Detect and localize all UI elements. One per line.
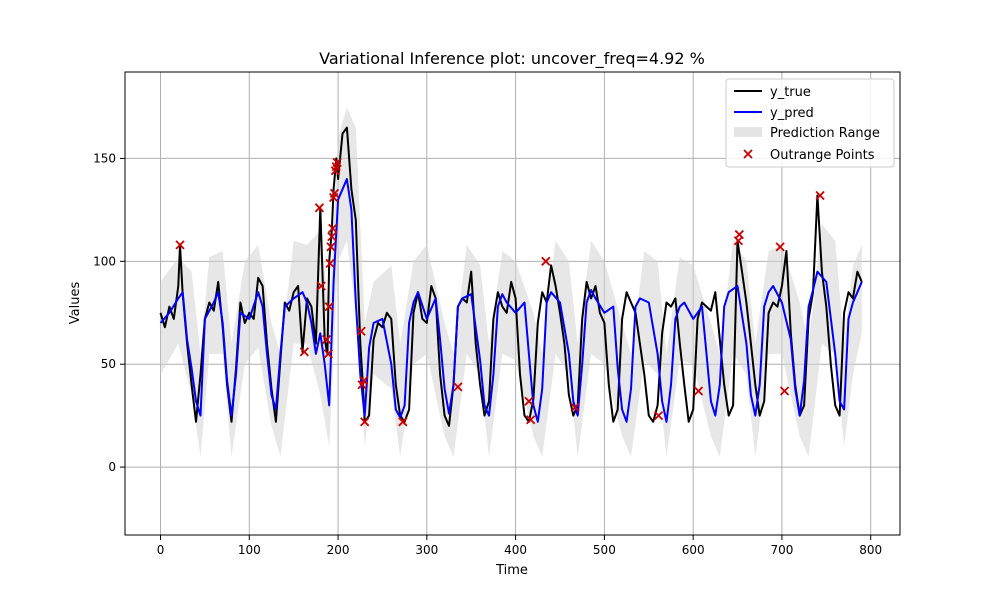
chart-title: Variational Inference plot: uncover_freq…	[319, 49, 705, 69]
y-axis-label: Values	[68, 282, 83, 325]
outrange-point	[326, 242, 336, 252]
outrange-point	[693, 386, 704, 396]
legend-label-outrange: Outrange Points	[770, 148, 875, 163]
x-tick-label: 200	[327, 543, 350, 557]
outrange-point	[323, 349, 333, 359]
y-tick-label: 100	[93, 254, 116, 268]
outrange-point	[175, 240, 185, 250]
outrange-point	[524, 396, 534, 406]
outrange-point	[360, 417, 370, 427]
outrange-point	[327, 231, 337, 242]
outrange-point	[775, 242, 785, 252]
x-tick-label: 800	[859, 543, 882, 557]
outrange-point	[398, 417, 408, 427]
x-tick-label: 400	[504, 543, 527, 557]
x-tick-label: 0	[157, 543, 165, 557]
outrange-points	[175, 157, 825, 427]
outrange-point	[329, 188, 340, 199]
y-axis-ticks: 0 50 100 150	[93, 151, 125, 474]
x-tick-label: 100	[238, 543, 261, 557]
outrange-point	[314, 203, 325, 213]
outrange-point	[316, 281, 326, 291]
outrange-point	[734, 229, 744, 240]
outrange-point	[653, 411, 664, 421]
outrange-point	[526, 415, 536, 425]
outrange-point	[779, 386, 790, 396]
legend: y_true y_pred Prediction Range Outrange …	[725, 78, 895, 168]
legend-label-y-pred: y_pred	[770, 106, 814, 121]
outrange-point	[453, 382, 463, 392]
y-tick-label: 0	[108, 460, 116, 474]
legend-label-range: Prediction Range	[770, 126, 880, 141]
x-axis-ticks: 0 100 200 300 400 500 600 700 800	[157, 535, 882, 557]
legend-swatch-range	[734, 127, 762, 137]
outrange-point	[541, 256, 551, 266]
y-pred-line	[159, 178, 863, 423]
y-tick-label: 50	[101, 357, 116, 371]
legend-label-y-true: y_true	[770, 85, 811, 100]
outrange-point	[815, 190, 825, 201]
x-tick-label: 600	[682, 543, 705, 557]
outrange-point	[359, 376, 369, 386]
x-tick-label: 700	[770, 543, 793, 557]
y-pred-path	[159, 178, 863, 423]
plot-border	[124, 71, 901, 536]
outrange-point	[356, 326, 366, 336]
legend-swatch-outrange	[743, 149, 753, 159]
outrange-point	[324, 301, 334, 312]
y-tick-label: 150	[93, 151, 116, 165]
outrange-point	[332, 157, 342, 168]
outrange-point	[321, 334, 332, 345]
x-tick-label: 500	[593, 543, 616, 557]
outrange-point	[570, 402, 580, 413]
outrange-point	[299, 347, 309, 357]
outrange-point	[325, 258, 335, 269]
x-axis-label: Time	[495, 563, 528, 578]
legend-box	[725, 78, 895, 168]
outrange-point	[328, 223, 338, 234]
x-tick-label: 300	[415, 543, 438, 557]
